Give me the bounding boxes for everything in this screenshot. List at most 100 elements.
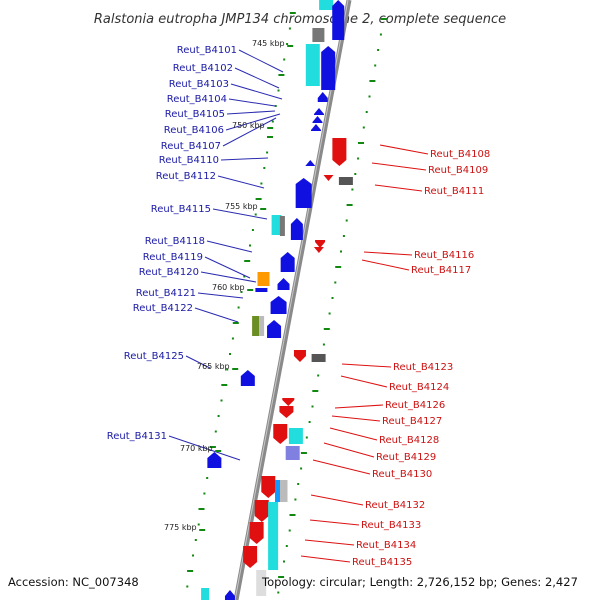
leader-line xyxy=(200,271,257,283)
tick-mark xyxy=(277,89,280,92)
leader-line xyxy=(185,355,211,369)
forward-gene-arrow xyxy=(295,178,312,208)
rna-feature xyxy=(305,44,320,86)
tick-mark xyxy=(186,585,189,588)
tick-mark xyxy=(229,353,231,355)
leader-line xyxy=(226,110,276,115)
forward-gene-arrow xyxy=(332,0,345,40)
tick-mark xyxy=(362,126,365,129)
tick-mark xyxy=(187,570,194,572)
tick-mark xyxy=(198,508,205,510)
tick-mark xyxy=(322,343,325,346)
reverse-gene-arrow xyxy=(243,546,258,568)
tick-mark xyxy=(192,554,194,557)
tick-mark xyxy=(328,312,331,315)
leader-line xyxy=(217,175,265,189)
tick-mark xyxy=(368,95,371,98)
tick-mark xyxy=(379,33,382,36)
tick-mark xyxy=(221,384,228,386)
reverse-gene-arrow xyxy=(282,398,295,406)
tick-mark xyxy=(203,492,206,495)
gene-label-left: Reut_B4121 xyxy=(136,288,196,299)
tick-mark xyxy=(266,151,269,154)
kbp-tick xyxy=(215,450,222,452)
reverse-gene-arrow xyxy=(323,175,334,181)
leader-line xyxy=(312,459,371,475)
forward-gene-arrow xyxy=(207,452,222,468)
leader-line xyxy=(228,98,276,107)
leader-line xyxy=(334,404,384,409)
tick-mark xyxy=(278,576,285,578)
reverse-gene-arrow xyxy=(332,138,347,166)
tick-mark xyxy=(283,560,285,563)
pseudo-feature xyxy=(256,570,267,596)
gene-label-left: Reut_B4106 xyxy=(164,125,224,136)
rna-feature xyxy=(201,588,210,600)
olive-feature xyxy=(252,316,260,336)
forward-gene-arrow xyxy=(314,108,325,115)
orange-feature xyxy=(257,272,270,286)
reverse-gene-arrow xyxy=(279,406,294,418)
purple-feature xyxy=(285,446,300,460)
leader-line xyxy=(194,307,239,323)
gene-label-right: Reut_B4124 xyxy=(389,382,449,393)
leader-line xyxy=(300,555,351,563)
pseudo-feature xyxy=(311,354,326,362)
leader-line xyxy=(361,259,410,271)
tick-mark xyxy=(255,198,262,200)
tick-mark xyxy=(374,64,377,67)
tick-mark xyxy=(237,306,240,309)
gene-label-left: Reut_B4110 xyxy=(159,155,219,166)
gene-label-right: Reut_B4108 xyxy=(430,149,490,160)
rna-feature xyxy=(288,428,303,444)
tick-mark xyxy=(308,421,311,423)
leader-line xyxy=(238,49,284,73)
topology-text: Topology: circular; Length: 2,726,152 bp… xyxy=(261,575,578,589)
tick-mark xyxy=(231,337,234,340)
gene-label-left: Reut_B4102 xyxy=(173,63,233,74)
leader-line xyxy=(363,251,413,256)
tick-mark xyxy=(331,297,334,299)
gene-label-left: Reut_B4112 xyxy=(156,171,216,182)
leader-line xyxy=(379,144,429,155)
tick-mark xyxy=(342,235,345,237)
pseudo-feature xyxy=(279,216,285,236)
gene-label-right: Reut_B4127 xyxy=(382,416,442,427)
gene-label-right: Reut_B4109 xyxy=(428,165,488,176)
gene-label-right: Reut_B4123 xyxy=(393,362,453,373)
gene-label-left: Reut_B4118 xyxy=(145,236,205,247)
gene-label-left: Reut_B4122 xyxy=(133,303,193,314)
tick-mark xyxy=(263,167,266,169)
leader-line xyxy=(197,292,244,299)
leader-line xyxy=(329,427,378,441)
leader-line xyxy=(323,442,375,458)
leader-line xyxy=(309,519,360,526)
kbp-label: 760 kbp xyxy=(212,283,245,292)
tick-mark xyxy=(351,188,354,191)
gene-label-left: Reut_B4105 xyxy=(165,109,225,120)
forward-gene-small xyxy=(255,288,268,292)
tick-mark xyxy=(194,539,197,541)
tick-mark xyxy=(260,182,263,185)
kbp-tick xyxy=(199,529,206,531)
tick-mark xyxy=(288,27,291,30)
tick-mark xyxy=(240,291,243,293)
kbp-tick xyxy=(247,289,254,291)
tick-mark xyxy=(305,436,308,439)
leader-line xyxy=(340,375,388,388)
leader-line xyxy=(212,208,268,220)
leader-line xyxy=(310,494,364,506)
pseudo-feature xyxy=(338,177,353,185)
tick-mark xyxy=(286,43,289,45)
leader-line xyxy=(374,184,423,192)
forward-gene-arrow xyxy=(280,252,295,272)
tick-mark xyxy=(335,266,342,268)
leader-line xyxy=(222,117,277,147)
leader-line xyxy=(204,256,251,279)
tick-mark xyxy=(317,374,320,377)
kbp-label: 775 kbp xyxy=(164,523,197,532)
kbp-tick xyxy=(287,45,294,47)
leader-line xyxy=(341,363,392,368)
leader-line xyxy=(225,113,281,131)
